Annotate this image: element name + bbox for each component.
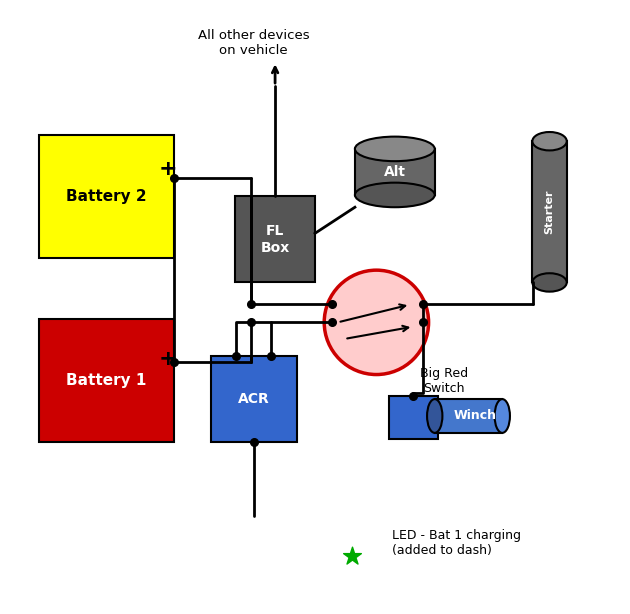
Bar xyxy=(38,319,174,442)
Ellipse shape xyxy=(355,137,435,161)
Ellipse shape xyxy=(355,183,435,208)
Text: Battery 2: Battery 2 xyxy=(66,189,147,204)
Text: FL
Box: FL Box xyxy=(260,224,290,255)
Text: +: + xyxy=(158,349,177,369)
Bar xyxy=(355,149,435,195)
Text: Alt: Alt xyxy=(384,165,406,179)
Ellipse shape xyxy=(532,273,567,292)
Ellipse shape xyxy=(495,399,510,433)
Circle shape xyxy=(324,270,428,375)
Ellipse shape xyxy=(427,399,442,433)
Point xyxy=(346,551,357,561)
Bar xyxy=(210,356,297,442)
Text: All other devices
on vehicle: All other devices on vehicle xyxy=(198,29,309,57)
Text: LED - Bat 1 charging
(added to dash): LED - Bat 1 charging (added to dash) xyxy=(392,529,521,558)
Bar xyxy=(38,135,174,258)
Text: +: + xyxy=(158,159,177,179)
Text: Winch: Winch xyxy=(453,410,496,422)
Text: Starter: Starter xyxy=(544,190,554,234)
Bar xyxy=(435,399,502,433)
Bar xyxy=(532,141,567,282)
Text: Battery 1: Battery 1 xyxy=(66,373,146,388)
Ellipse shape xyxy=(532,132,567,150)
Text: ACR: ACR xyxy=(238,392,270,406)
Bar xyxy=(389,396,438,439)
Text: Big Red
Switch: Big Red Switch xyxy=(420,367,468,395)
Bar xyxy=(235,196,315,282)
